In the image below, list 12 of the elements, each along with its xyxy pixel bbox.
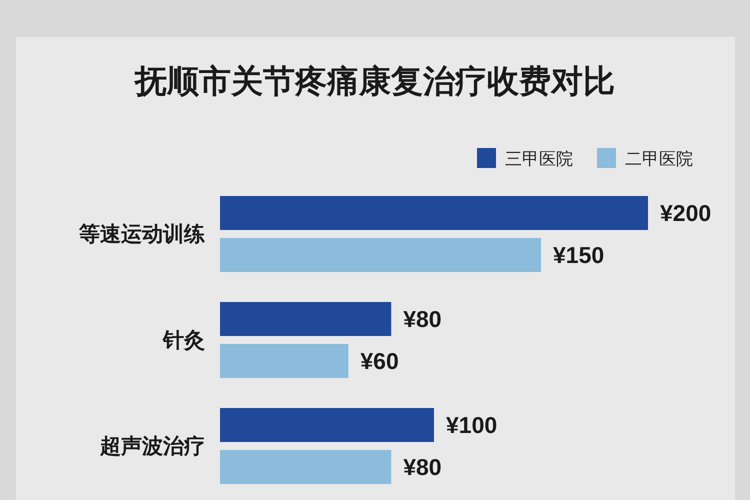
title: 抚顺市关节疼痛康复治疗收费对比 (135, 63, 615, 99)
data-label: ¥80 (403, 454, 442, 480)
category-label: 针灸 (163, 329, 205, 352)
legend-label: 三甲医院 (505, 150, 573, 168)
data-label: ¥100 (446, 412, 498, 438)
data-label: ¥80 (403, 306, 442, 332)
data-label: ¥60 (360, 348, 399, 374)
category-label: 超声波治疗 (100, 435, 205, 458)
data-label: ¥150 (553, 242, 604, 268)
category-label: 等速运动训练 (79, 223, 205, 246)
legend-label: 二甲医院 (625, 150, 693, 168)
data-label: ¥200 (660, 200, 712, 226)
